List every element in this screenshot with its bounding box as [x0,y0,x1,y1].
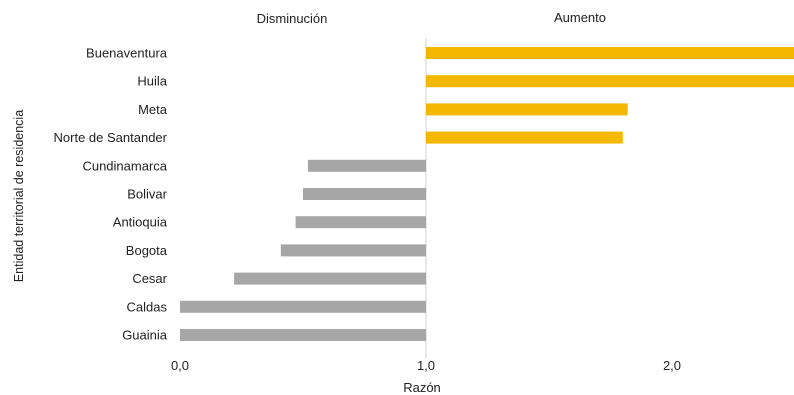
category-label: Huila [137,74,167,89]
category-label: Cesar [132,271,167,286]
category-label: Buenaventura [86,46,168,61]
y-axis-label: Entidad territorial de residencia [12,110,26,282]
category-label: Bolivar [127,187,167,202]
annotation-aumento: Aumento [554,10,606,25]
bar-cundinamarca [307,159,426,172]
bar-meta [426,103,628,116]
category-label: Guainia [122,328,168,343]
bar-buenaventura [426,47,794,59]
category-label: Caldas [127,299,168,314]
bar-huila [426,75,794,88]
bars-group [180,47,794,341]
x-tick-label: 2,0 [663,358,681,373]
x-tick-label: 0,0 [171,358,189,373]
x-axis-label: Razón [403,380,441,395]
bar-norte-de-santander [426,131,623,144]
bar-antioquia [295,216,426,229]
annotation-disminucion: Disminución [257,11,328,26]
bar-caldas [180,300,426,313]
category-label: Meta [138,102,168,117]
bar-guainia [180,329,426,341]
category-label: Cundinamarca [82,158,167,173]
bar-cesar [234,272,426,285]
x-tick-label: 1,0 [417,358,435,373]
bar-bogota [280,244,426,257]
x-tick-labels-group: 0,0 1,0 2,0 [171,358,681,373]
category-labels-group: Buenaventura Huila Meta Norte de Santander C… [54,46,168,343]
category-label: Bogota [126,243,168,258]
category-label: Antioquia [113,215,168,230]
category-label: Norte de Santander [54,130,168,145]
bar-bolivar [303,188,426,200]
